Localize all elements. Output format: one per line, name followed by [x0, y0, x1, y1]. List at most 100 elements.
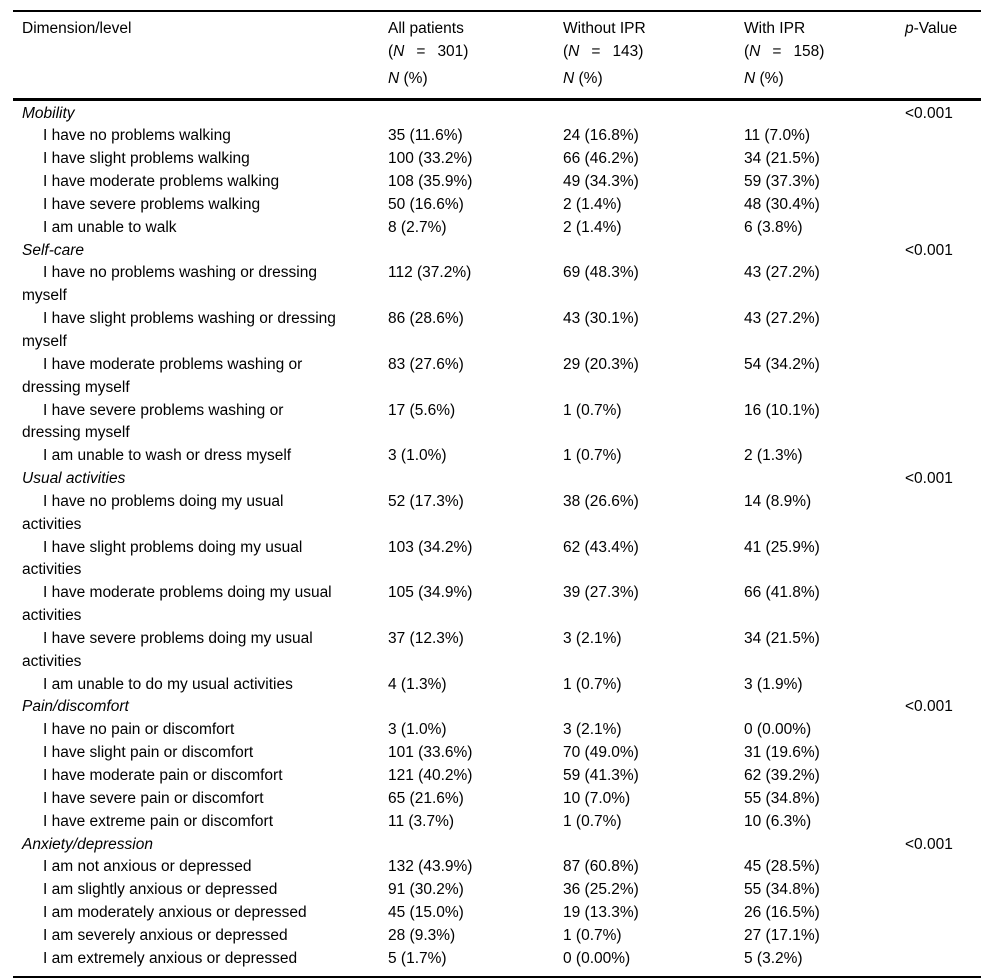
level-label: I am severely anxious or depressed	[22, 925, 388, 948]
all-patients-value: 91 (30.2%)	[388, 881, 464, 899]
header-group-n-count: (N = 143)	[563, 41, 744, 64]
level-label-line1: I have severe problems washing or	[43, 401, 284, 419]
with-ipr-value: 26 (16.5%)	[744, 904, 820, 922]
header-group-title: All patients	[388, 20, 464, 37]
level-label-line1: I have slight pain or discomfort	[43, 744, 254, 762]
without-ipr-value: 59 (41.3%)	[563, 767, 639, 784]
with-ipr-value: 66 (41.8%)	[744, 584, 820, 602]
level-label-line1: I am slightly anxious or depressed	[43, 881, 278, 899]
level-label-line1: I am unable to do my usual activities	[43, 675, 293, 693]
with-ipr-value: 34 (21.5%)	[744, 629, 820, 647]
level-label-line1: I have severe pain or discomfort	[43, 789, 264, 807]
all-patients-value: 35 (11.6%)	[388, 127, 463, 145]
level-label: I have slight problems walking	[22, 148, 388, 171]
all-patients-value: 45 (15.0%)	[388, 904, 464, 922]
level-label: I have moderate problems doing my usual a…	[22, 582, 388, 628]
table-row: I have no problems doing my usual activit…	[22, 491, 981, 537]
without-ipr-value: 29 (20.3%)	[563, 355, 639, 373]
equals-sign: =	[416, 42, 426, 60]
level-label-line1: I have no pain or discomfort	[43, 721, 235, 739]
with-ipr-value: 10 (6.3%)	[744, 812, 812, 830]
table-row: I have moderate problems washing or dress…	[22, 354, 981, 400]
p-value-cell: <0.001	[905, 241, 953, 259]
with-ipr-value: 14 (8.9%)	[744, 492, 812, 510]
level-label-line2: activities	[22, 652, 82, 670]
level-label-line1: I have no problems washing or dressing	[43, 264, 317, 282]
level-label: I have severe problems walking	[22, 194, 388, 217]
n-symbol: N	[393, 42, 405, 60]
level-label-line1: I am not anxious or depressed	[43, 858, 252, 876]
all-patients-value: 8 (2.7%)	[388, 218, 447, 236]
table-row: I have extreme pain or discomfort 11 (3.7…	[22, 811, 981, 834]
level-label-line1: I have slight problems washing or dressi…	[43, 310, 336, 328]
all-patients-value: 103 (34.2%)	[388, 538, 473, 556]
equals-sign: =	[591, 42, 601, 60]
percent-label: (%)	[399, 69, 428, 87]
percent-label: (%)	[755, 69, 784, 87]
header-dimension-label: Dimension/level	[22, 20, 132, 37]
table-row: I have no problems walking 35 (11.6%) 24 (…	[22, 125, 981, 148]
all-patients-value: 11 (3.7%)	[388, 812, 455, 830]
level-label-line1: I have severe problems walking	[43, 195, 261, 213]
level-label: I have slight problems washing or dressi…	[22, 308, 388, 354]
level-label: I am moderately anxious or depressed	[22, 902, 388, 925]
header-group-subheader: N (%)	[563, 68, 744, 91]
table-row: I am moderately anxious or depressed 45 (…	[22, 902, 981, 925]
with-ipr-value: 54 (34.2%)	[744, 355, 820, 373]
without-ipr-value: 39 (27.3%)	[563, 584, 639, 602]
level-label: I am unable to walk	[22, 217, 388, 240]
level-label: I have no problems walking	[22, 125, 388, 148]
without-ipr-value: 19 (13.3%)	[563, 904, 639, 922]
level-label-line1: I have extreme pain or discomfort	[43, 812, 274, 830]
section-header-row: Usual activities <0.001	[22, 468, 981, 491]
with-ipr-value: 55 (34.8%)	[744, 881, 820, 899]
level-label: I have slight problems doing my usual act…	[22, 537, 388, 583]
level-label-line1: I have no problems doing my usual	[43, 492, 284, 510]
without-ipr-value: 66 (46.2%)	[563, 150, 639, 168]
level-label-line1: I am unable to walk	[43, 218, 177, 236]
without-ipr-value: 1 (0.7%)	[563, 812, 622, 830]
section-name: Usual activities	[22, 470, 126, 488]
with-ipr-value: 3 (1.9%)	[744, 675, 803, 693]
level-label: I have severe pain or discomfort	[22, 788, 388, 811]
with-ipr-value: 59 (37.3%)	[744, 173, 820, 191]
table-row: I am unable to do my usual activities 4 (…	[22, 674, 981, 697]
table-row: I am unable to wash or dress myself 3 (1.…	[22, 445, 981, 468]
level-label-line1: I have moderate problems walking	[43, 173, 280, 191]
all-patients-value: 105 (34.9%)	[388, 584, 473, 602]
header-group-title: Without IPR	[563, 20, 646, 37]
paren-open: (	[563, 42, 569, 60]
without-ipr-value: 36 (25.2%)	[563, 881, 639, 899]
level-label: I am unable to wash or dress myself	[22, 445, 388, 468]
table-header-row: Dimension/level All patients (N = 301) N (…	[13, 12, 981, 101]
level-label: I am not anxious or depressed	[22, 856, 388, 879]
table-row: I am severely anxious or depressed 28 (9.…	[22, 925, 981, 948]
all-patients-value: 3 (1.0%)	[388, 447, 447, 465]
with-ipr-value: 6 (3.8%)	[744, 218, 803, 236]
n-symbol: N	[388, 69, 400, 87]
header-group-subheader: N (%)	[388, 68, 563, 91]
level-label-line1: I have moderate pain or discomfort	[43, 767, 283, 784]
level-label: I have moderate problems washing or dress…	[22, 354, 388, 400]
without-ipr-value: 2 (1.4%)	[563, 195, 622, 213]
n-count: 143)	[612, 42, 644, 60]
header-group-n-count: (N = 158)	[744, 41, 905, 64]
all-patients-value: 83 (27.6%)	[388, 355, 464, 373]
with-ipr-value: 41 (25.9%)	[744, 538, 820, 556]
section-header-row: Pain/discomfort <0.001	[22, 696, 981, 719]
all-patients-value: 121 (40.2%)	[388, 767, 473, 784]
all-patients-value: 17 (5.6%)	[388, 401, 456, 419]
without-ipr-value: 3 (2.1%)	[563, 721, 622, 739]
section-name: Mobility	[22, 104, 75, 122]
level-label: I am extremely anxious or depressed	[22, 948, 388, 971]
level-label: I have severe problems doing my usual act…	[22, 628, 388, 674]
table-row: I have slight pain or discomfort 101 (33.…	[22, 742, 981, 765]
with-ipr-value: 0 (0.00%)	[744, 721, 812, 739]
header-without-ipr: Without IPR (N = 143) N (%)	[563, 18, 744, 91]
p-value-suffix: -Value	[913, 20, 958, 37]
level-label-line1: I am extremely anxious or depressed	[43, 949, 298, 967]
p-value-cell: <0.001	[905, 835, 953, 853]
table-row: I have no pain or discomfort 3 (1.0%) 3 (2…	[22, 719, 981, 742]
header-with-ipr: With IPR (N = 158) N (%)	[744, 18, 905, 91]
table-row: I have slight problems washing or dressi…	[22, 308, 981, 354]
